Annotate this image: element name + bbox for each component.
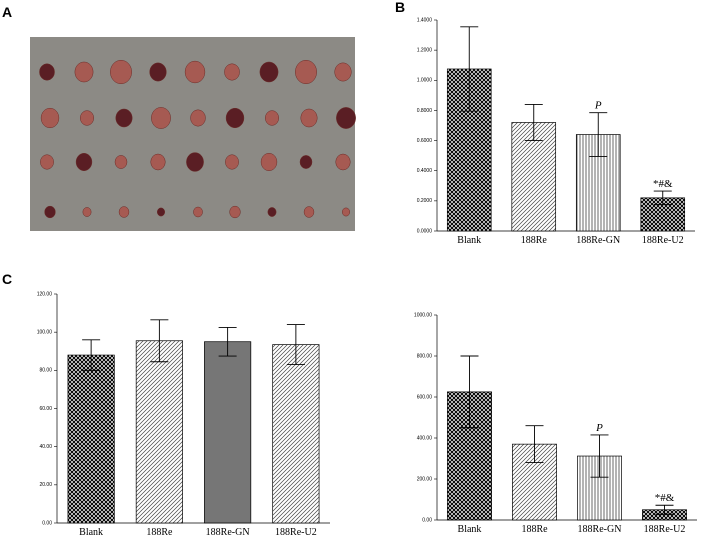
error-bar: [655, 504, 674, 515]
y-tick-label: 1000.00: [414, 312, 432, 318]
x-tick-label: Blank: [79, 527, 103, 535]
tumor: [114, 155, 128, 169]
x-tick-label: 188Re-U2: [642, 235, 684, 246]
tumor: [334, 62, 352, 82]
annotation: *#&: [655, 492, 675, 504]
tumor-photo: I II III IV: [8, 37, 356, 231]
tumor: [259, 61, 279, 83]
x-tick-label: 188Re-GN: [206, 527, 250, 535]
bar: [272, 344, 320, 524]
y-tick-label: 100.00: [37, 329, 53, 335]
error-bar: [460, 355, 479, 429]
error-bar: [653, 190, 672, 206]
tumor: [300, 108, 318, 128]
x-tick-label: 188Re-U2: [275, 527, 317, 535]
error-bar: [524, 103, 543, 142]
panel-label: B: [395, 0, 405, 15]
annotation: P: [594, 100, 602, 112]
y-tick-label: 1.0000: [417, 78, 433, 84]
tumor: [157, 207, 165, 217]
error-bar: [460, 26, 479, 112]
y-tick-label: 0.4000: [417, 168, 433, 174]
tumor: [110, 59, 132, 85]
x-tick-label: Blank: [458, 524, 482, 535]
tumor: [82, 207, 92, 217]
tumor: [75, 153, 93, 171]
y-tick-label: 0.2000: [417, 198, 433, 204]
x-tick-label: Blank: [457, 235, 481, 246]
y-tick-label: 0.8000: [417, 108, 433, 114]
error-bar: [82, 339, 101, 371]
tumor: [184, 60, 206, 84]
y-tick-label: 60.00: [39, 406, 52, 412]
tumor: [149, 62, 167, 82]
tumor: [44, 205, 56, 219]
row-label: IV: [8, 204, 23, 221]
y-tick-label: 0.00: [422, 517, 432, 523]
tumor: [193, 206, 203, 218]
tumor: [225, 154, 239, 170]
x-tick-label: 188Re-U2: [644, 524, 686, 535]
tumor: [299, 155, 313, 169]
tumor: [40, 107, 60, 129]
y-tick-label: 40.00: [39, 444, 52, 450]
y-tick-label: 1.4000: [417, 17, 433, 23]
y-tick-label: 1.2000: [417, 47, 433, 53]
y-tick-label: 0.00: [42, 520, 52, 526]
tumor: [225, 107, 245, 129]
tumor: [118, 206, 130, 218]
tumor: [335, 153, 351, 171]
y-tick-label: 20.00: [39, 482, 52, 488]
tumor: [265, 110, 279, 126]
tumor: [260, 153, 278, 171]
panel-label: C: [2, 271, 12, 287]
y-tick-label: 400.00: [417, 435, 433, 441]
panel-label: A: [2, 4, 12, 20]
tumor: [224, 63, 240, 81]
x-tick-label: 188Re-GN: [578, 524, 622, 535]
tumor: [229, 205, 241, 219]
y-tick-label: 120.00: [37, 291, 53, 297]
tumor: [151, 107, 171, 129]
y-tick-label: 80.00: [39, 368, 52, 374]
y-tick-label: 600.00: [417, 394, 433, 400]
error-bar: [589, 112, 608, 157]
tumor: [40, 154, 54, 170]
x-tick-label: 188Re: [146, 527, 173, 535]
x-tick-label: 188Re: [521, 235, 548, 246]
bar: [135, 340, 183, 524]
y-tick-label: 0.6000: [417, 138, 433, 144]
bar: [204, 341, 252, 524]
tumor: [150, 153, 166, 171]
x-tick-label: 188Re: [521, 524, 548, 535]
error-bar: [218, 326, 237, 357]
annotation: *#&: [653, 178, 673, 190]
annotation: P: [595, 422, 603, 434]
bar: [67, 354, 115, 524]
tumor: [303, 206, 315, 218]
tumor: [336, 107, 356, 129]
tumor: [74, 61, 94, 83]
y-tick-label: 800.00: [417, 353, 433, 359]
tumor: [115, 108, 133, 128]
x-tick-label: 188Re-GN: [576, 235, 620, 246]
tumor: [190, 109, 206, 127]
y-tick-label: 0.0000: [417, 228, 433, 234]
row-label: II: [10, 109, 19, 126]
tumor: [80, 110, 94, 126]
error-bar: [525, 425, 544, 464]
error-bar: [150, 319, 169, 363]
tumor: [295, 59, 317, 85]
tumor: [39, 63, 55, 81]
error-bar: [286, 324, 305, 366]
error-bar: [590, 434, 609, 478]
y-tick-label: 200.00: [417, 476, 433, 482]
row-label: I: [12, 63, 16, 80]
tumor: [267, 207, 277, 217]
tumor: [342, 207, 350, 217]
tumor: [186, 152, 204, 172]
row-label: III: [8, 151, 21, 168]
